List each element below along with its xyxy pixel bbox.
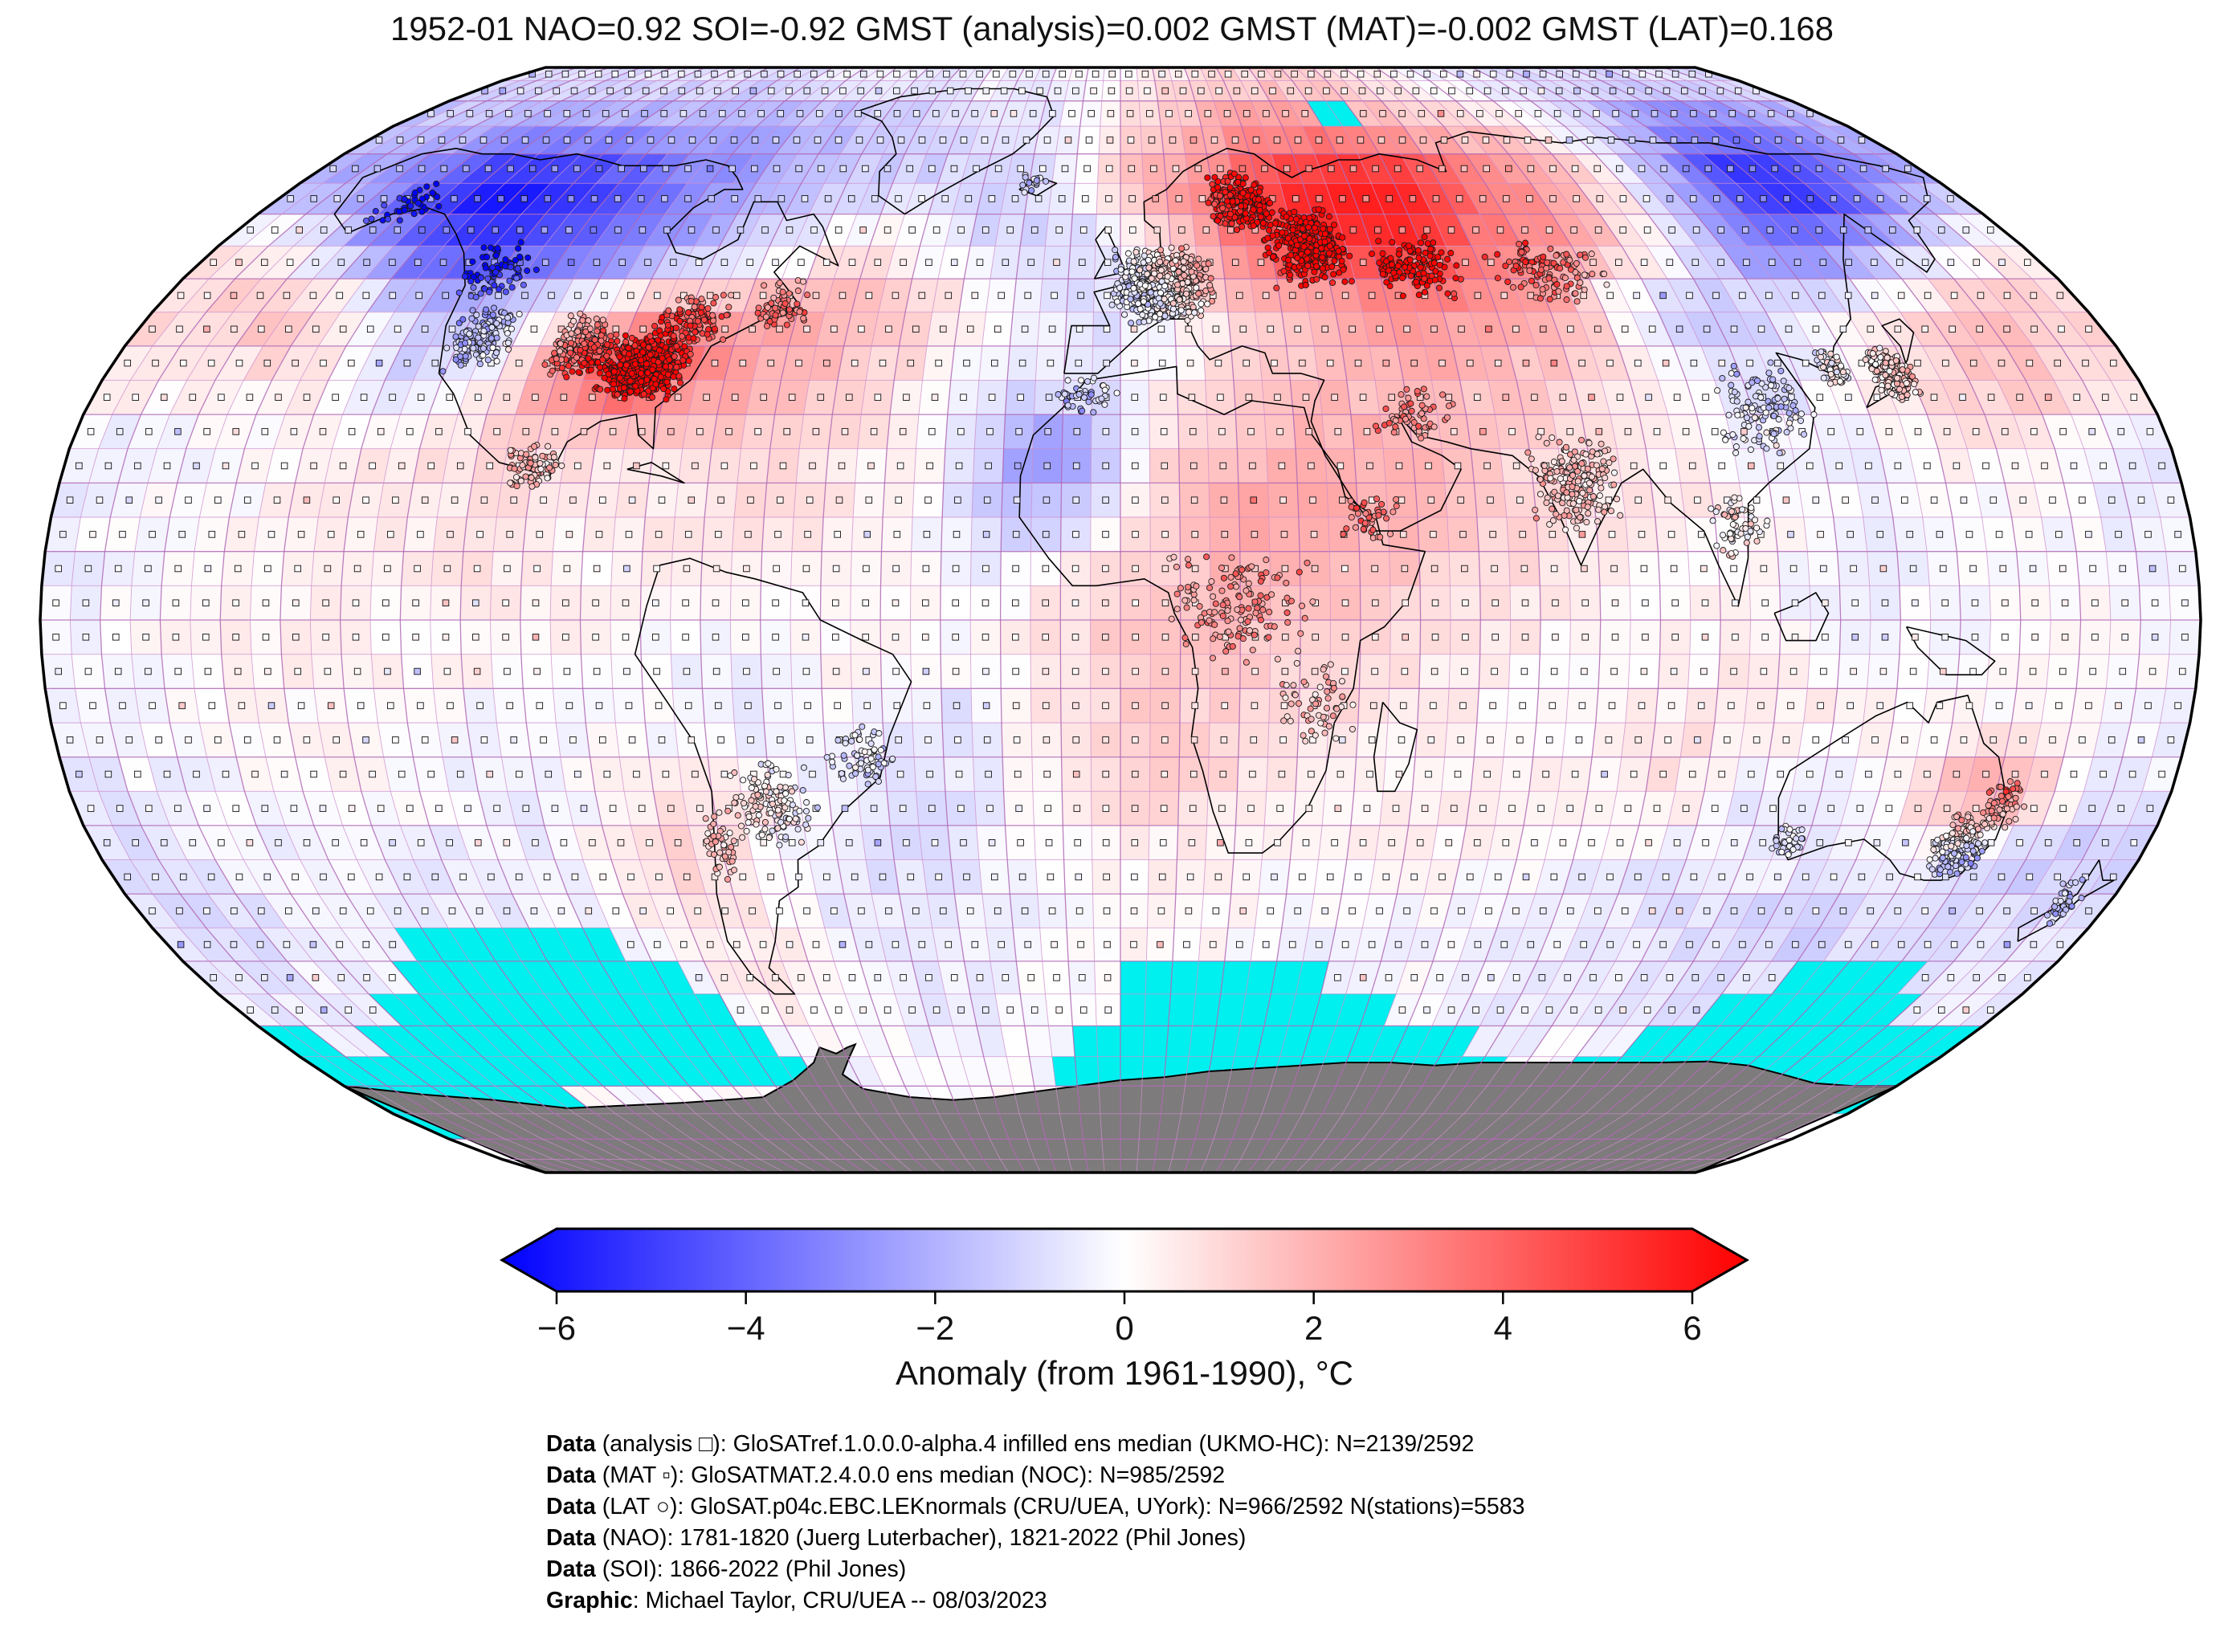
station-markers (362, 169, 2086, 928)
colorbar: −6 −4 −2 0 2 4 6 (499, 1227, 1750, 1347)
credit-text: (analysis □): GloSATref.1.0.0.0-alpha.4 … (595, 1431, 1475, 1457)
credit-text: : Michael Taylor, CRU/UEA -- 08/03/2023 (632, 1588, 1047, 1613)
credit-prefix: Data (546, 1462, 596, 1488)
credit-text: (LAT ○): GloSAT.p04c.EBC.LEKnormals (CRU… (595, 1494, 1525, 1519)
chart-title: 1952-01 NAO=0.92 SOI=-0.92 GMST (analysi… (390, 10, 1834, 47)
credit-prefix: Data (546, 1431, 596, 1457)
credit-line: Graphic: Michael Taylor, CRU/UEA -- 08/0… (546, 1585, 1524, 1617)
credit-line: Data (LAT ○): GloSAT.p04c.EBC.LEKnormals… (546, 1491, 1524, 1523)
credit-line: Data (MAT ▫): GloSATMAT.2.4.0.0 ens medi… (546, 1460, 1524, 1491)
credit-prefix: Data (546, 1494, 596, 1519)
credit-line: Data (NAO): 1781-1820 (Juerg Luterbacher… (546, 1523, 1524, 1554)
colorbar-tick-label: −2 (916, 1309, 954, 1347)
world-map (39, 66, 2202, 1174)
colorbar-gradient (499, 1227, 1750, 1293)
colorbar-tick-label: 4 (1494, 1309, 1512, 1347)
credit-prefix: Data (546, 1556, 596, 1582)
colorbar-tick-label: 2 (1304, 1309, 1323, 1347)
colorbar-label: Anomaly (from 1961-1990), °C (895, 1354, 1354, 1392)
credit-line: Data (analysis □): GloSATref.1.0.0.0-alp… (546, 1429, 1524, 1460)
colorbar-tick-label: −4 (727, 1309, 765, 1347)
credit-text: (SOI): 1866-2022 (Phil Jones) (595, 1556, 907, 1582)
colorbar-tick-label: −6 (537, 1309, 576, 1347)
map-outline (39, 66, 2202, 1174)
credit-text: (MAT ▫): GloSATMAT.2.4.0.0 ens median (N… (595, 1462, 1226, 1488)
colorbar-tick-label: 0 (1115, 1309, 1133, 1347)
colorbar-tick-label: 6 (1683, 1309, 1701, 1347)
credit-prefix: Graphic (546, 1588, 633, 1613)
credit-prefix: Data (546, 1525, 596, 1551)
credit-text: (NAO): 1781-1820 (Juerg Luterbacher), 18… (595, 1525, 1247, 1551)
credits-block: Data (analysis □): GloSATref.1.0.0.0-alp… (546, 1429, 1524, 1617)
credit-line: Data (SOI): 1866-2022 (Phil Jones) (546, 1554, 1524, 1585)
